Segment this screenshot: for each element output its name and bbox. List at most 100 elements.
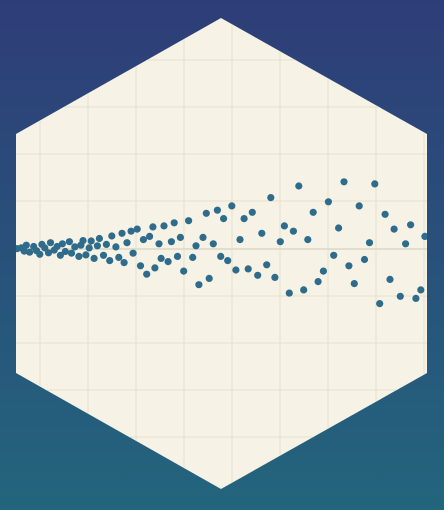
scatter-point (36, 250, 44, 258)
scatter-point (209, 240, 217, 248)
scatter-point (106, 257, 114, 265)
scatter-point (164, 258, 172, 266)
scatter-point (365, 239, 374, 247)
scatter-point (20, 247, 28, 255)
scatter-point (173, 252, 182, 260)
scatter-point (205, 274, 213, 282)
scatter-point (85, 244, 93, 252)
scatter-point (402, 240, 410, 248)
scatter-point (146, 232, 154, 240)
scatter-point (53, 242, 61, 251)
scatter-point (176, 233, 184, 241)
scatter-point (248, 208, 256, 216)
scatter-point (386, 275, 394, 283)
scatter-point (258, 229, 266, 237)
scatter-point (67, 249, 76, 257)
scatter-point (90, 254, 98, 262)
scatter-point (87, 237, 95, 245)
scatter-point (295, 182, 303, 190)
scatter-point (155, 240, 163, 248)
scatter-point (267, 194, 275, 202)
scatter-point (160, 222, 168, 230)
scatter-point (151, 264, 159, 272)
scatter-point (118, 229, 126, 237)
scatter-point (46, 239, 55, 247)
scatter-point (330, 251, 338, 259)
scatter-point (244, 265, 252, 273)
scatter-point (41, 244, 49, 252)
scatter-point (271, 273, 279, 281)
scatter-point (220, 215, 228, 223)
scatter-point (324, 198, 332, 206)
data-points (16, 178, 427, 308)
scatter-point (228, 202, 236, 210)
scatter-point (157, 254, 165, 262)
scatter-point (112, 243, 120, 251)
scatter-point (376, 300, 384, 308)
scatter-point (360, 255, 369, 264)
scatter-point (44, 249, 53, 257)
scatter-point (285, 289, 293, 297)
scatter-point (314, 278, 322, 286)
scatter-point (58, 240, 66, 248)
scatter-point (108, 232, 116, 240)
scatter-point (129, 249, 137, 257)
scatter-point (217, 252, 225, 260)
scatter-point (335, 224, 343, 232)
scatter-point (236, 236, 244, 244)
scatter-point (170, 219, 178, 227)
scatter-point (340, 178, 348, 186)
scatter-point (185, 217, 193, 225)
scatter-point (143, 270, 151, 278)
scatter-point (180, 267, 188, 275)
scatter-point (396, 292, 404, 300)
scatter-point (136, 262, 145, 270)
scatter-point (71, 243, 79, 251)
scatter-point (99, 251, 108, 259)
scatter-point (213, 206, 221, 214)
scatter-point (232, 266, 240, 274)
scatter-point (79, 237, 87, 245)
scatter-point (149, 223, 157, 231)
scatter-point (93, 242, 101, 250)
scatter-point (195, 281, 203, 289)
scatter-point (309, 208, 317, 216)
scatter-point (95, 234, 103, 243)
scatter-point (224, 257, 232, 265)
scatter-point (417, 286, 425, 294)
scatter-point (421, 232, 427, 240)
scatter-point (304, 236, 312, 244)
scatter-point (56, 251, 64, 259)
scatter-point (280, 222, 288, 230)
scatter-point (120, 259, 128, 267)
scatter-point (189, 253, 197, 261)
scatter-point (412, 294, 420, 302)
scatter-point (390, 225, 398, 233)
scatter-point (102, 240, 110, 248)
scatter-point (123, 239, 131, 247)
scatter-point (133, 225, 141, 233)
scatter-point (240, 215, 248, 223)
scatter-point (407, 221, 415, 229)
scatter-point (300, 286, 308, 294)
scatter-point (115, 253, 123, 261)
scatter-point (319, 267, 327, 275)
scatter-point (192, 242, 200, 250)
scatter-point (202, 209, 210, 217)
scatter-point (381, 210, 389, 218)
scatter-point (139, 236, 147, 244)
scatter-point (65, 238, 73, 246)
scatter-point (127, 227, 135, 235)
scatter-point (254, 271, 262, 279)
scatter-point (355, 202, 363, 210)
scatter-point (345, 262, 353, 270)
scatter-point (289, 227, 297, 235)
scatter-point (75, 252, 83, 260)
scatter-point (263, 261, 271, 269)
scatter-point (61, 247, 69, 256)
scatter-point (167, 238, 175, 246)
scatter-point (350, 280, 358, 288)
scatter-point (26, 248, 34, 256)
scatter-point (276, 238, 284, 246)
